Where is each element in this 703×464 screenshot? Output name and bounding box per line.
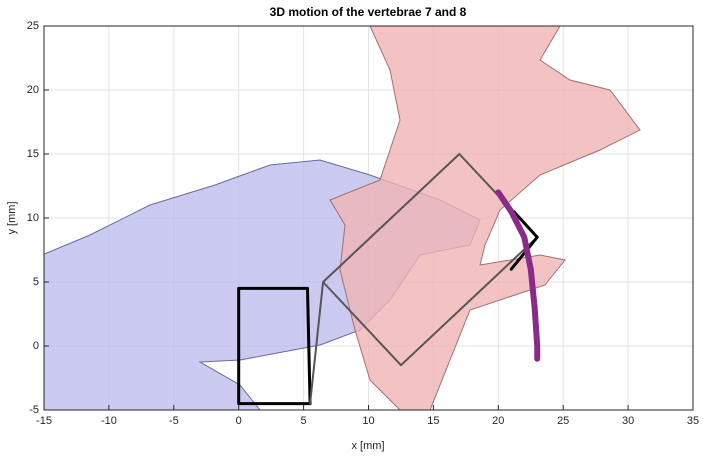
y-tick-label: 20 <box>27 84 39 96</box>
x-tick-label: 0 <box>236 415 242 427</box>
y-tick-label: 15 <box>27 148 39 160</box>
x-tick-label: -5 <box>169 415 179 427</box>
y-tick-label: 0 <box>33 340 39 352</box>
x-tick-label: 15 <box>427 415 439 427</box>
y-tick-label: -5 <box>29 404 39 416</box>
y-tick-label: 5 <box>33 276 39 288</box>
trajectory-line <box>509 210 539 271</box>
x-tick-label: -15 <box>36 415 52 427</box>
y-tick-label: 25 <box>27 20 39 32</box>
x-axis-label: x [mm] <box>352 440 385 452</box>
vertebra-8 <box>329 26 641 410</box>
y-tick-label: 10 <box>27 212 39 224</box>
x-tick-label: 5 <box>301 415 307 427</box>
x-tick-label: -10 <box>101 415 117 427</box>
x-tick-label: 20 <box>492 415 504 427</box>
x-tick-label: 25 <box>557 415 569 427</box>
chart-title: 3D motion of the vertebrae 7 and 8 <box>270 5 467 19</box>
trajectory-line <box>495 189 541 362</box>
x-tick-label: 35 <box>687 415 699 427</box>
x-tick-label: 30 <box>622 415 634 427</box>
x-tick-label: 10 <box>362 415 374 427</box>
y-axis-label: y [mm] <box>6 202 18 235</box>
